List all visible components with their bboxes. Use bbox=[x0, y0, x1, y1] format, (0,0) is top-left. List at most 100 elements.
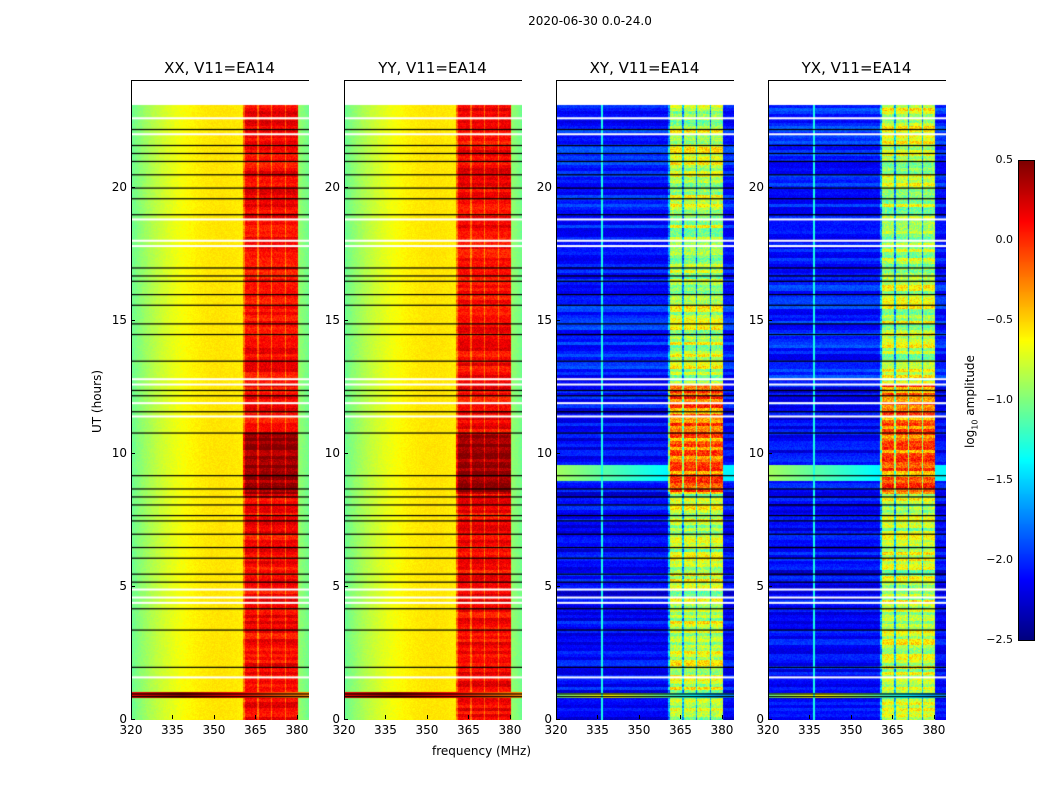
x-tick-label: 365 bbox=[457, 723, 480, 737]
y-tick-mark bbox=[344, 719, 348, 720]
y-tick-mark bbox=[131, 585, 135, 587]
heatmap-panel bbox=[556, 80, 734, 720]
y-tick-mark bbox=[131, 319, 135, 321]
x-tick-mark bbox=[255, 715, 257, 719]
y-tick-mark bbox=[344, 319, 348, 321]
y-tick-label: 0 bbox=[756, 712, 764, 726]
x-tick-label: 380 bbox=[922, 723, 946, 737]
y-tick-mark bbox=[344, 186, 348, 188]
x-tick-label: 350 bbox=[839, 723, 863, 737]
y-tick-mark bbox=[131, 452, 135, 454]
colorbar-tick-label: −2.5 bbox=[986, 633, 1013, 646]
colorbar bbox=[1018, 160, 1035, 641]
y-tick-label: 10 bbox=[111, 445, 127, 460]
y-tick-mark bbox=[556, 452, 560, 454]
y-tick-mark bbox=[556, 585, 560, 587]
y-tick-mark bbox=[131, 186, 135, 188]
y-tick-label: 15 bbox=[748, 312, 764, 327]
x-axis-label: frequency (MHz) bbox=[432, 744, 532, 758]
x-tick-label: 335 bbox=[374, 723, 397, 737]
colorbar-tick-label: −2.0 bbox=[986, 553, 1013, 566]
colorbar-tick-label: −1.5 bbox=[986, 473, 1013, 486]
panel-title: YY, V11=EA14 bbox=[378, 59, 487, 77]
y-tick-mark bbox=[768, 585, 772, 587]
y-tick-label: 5 bbox=[332, 578, 340, 593]
x-tick-mark bbox=[638, 715, 640, 719]
x-tick-label: 320 bbox=[332, 723, 356, 737]
y-tick-label: 15 bbox=[111, 312, 127, 327]
y-tick-label: 15 bbox=[536, 312, 552, 327]
y-tick-label: 10 bbox=[748, 445, 764, 460]
y-tick-mark bbox=[768, 452, 772, 454]
x-tick-mark bbox=[892, 715, 894, 719]
colorbar-tick-label: 0.0 bbox=[995, 233, 1014, 246]
x-tick-mark bbox=[344, 715, 345, 719]
x-tick-mark bbox=[131, 715, 132, 719]
y-axis-label: UT (hours) bbox=[90, 369, 104, 433]
x-tick-label: 380 bbox=[285, 723, 309, 737]
colorbar-tick-label: 0.5 bbox=[995, 153, 1014, 166]
y-tick-mark bbox=[556, 319, 560, 321]
heatmap-image bbox=[132, 81, 309, 720]
x-tick-label: 320 bbox=[119, 723, 143, 737]
y-tick-label: 20 bbox=[111, 179, 127, 194]
heatmap-panel bbox=[131, 80, 309, 720]
y-tick-label: 20 bbox=[536, 179, 552, 194]
x-tick-mark bbox=[509, 715, 511, 719]
x-tick-mark bbox=[385, 715, 387, 719]
x-tick-label: 335 bbox=[586, 723, 609, 737]
x-tick-mark bbox=[809, 715, 811, 719]
x-tick-label: 350 bbox=[627, 723, 651, 737]
x-tick-label: 335 bbox=[798, 723, 821, 737]
x-tick-mark bbox=[597, 715, 599, 719]
y-tick-mark bbox=[768, 319, 772, 321]
panel-title: YX, V11=EA14 bbox=[801, 59, 912, 77]
x-tick-label: 365 bbox=[244, 723, 267, 737]
x-tick-mark bbox=[468, 715, 470, 719]
x-tick-mark bbox=[213, 715, 215, 719]
figure-title: 2020-06-30 0.0-24.0 bbox=[528, 14, 652, 28]
y-tick-mark bbox=[768, 719, 772, 720]
y-tick-label: 0 bbox=[544, 712, 552, 726]
x-tick-mark bbox=[933, 715, 935, 719]
panel-title: XY, V11=EA14 bbox=[589, 59, 700, 77]
y-tick-label: 0 bbox=[332, 712, 340, 726]
x-tick-mark bbox=[721, 715, 723, 719]
x-tick-mark bbox=[426, 715, 428, 719]
x-tick-label: 380 bbox=[498, 723, 522, 737]
y-tick-label: 20 bbox=[324, 179, 340, 194]
x-tick-label: 365 bbox=[881, 723, 904, 737]
x-tick-mark bbox=[172, 715, 174, 719]
y-tick-label: 5 bbox=[119, 578, 127, 593]
y-tick-mark bbox=[131, 719, 135, 720]
y-tick-mark bbox=[344, 585, 348, 587]
x-tick-mark bbox=[296, 715, 298, 719]
x-tick-label: 365 bbox=[669, 723, 692, 737]
y-tick-mark bbox=[556, 186, 560, 188]
heatmap-image bbox=[557, 81, 734, 720]
panel-title: XX, V11=EA14 bbox=[164, 59, 275, 77]
x-tick-mark bbox=[556, 715, 557, 719]
y-tick-mark bbox=[344, 452, 348, 454]
y-tick-label: 15 bbox=[324, 312, 340, 327]
colorbar-label: log10 amplitude bbox=[963, 355, 980, 448]
y-tick-label: 0 bbox=[119, 712, 127, 726]
heatmap-panel bbox=[768, 80, 946, 720]
x-tick-label: 320 bbox=[544, 723, 568, 737]
y-tick-mark bbox=[556, 719, 560, 720]
y-tick-label: 10 bbox=[536, 445, 552, 460]
colorbar-tick-label: −0.5 bbox=[986, 313, 1013, 326]
x-tick-mark bbox=[768, 715, 769, 719]
heatmap-image bbox=[345, 81, 522, 720]
y-tick-label: 10 bbox=[324, 445, 340, 460]
x-tick-label: 350 bbox=[202, 723, 226, 737]
colorbar-tick-label: −1.0 bbox=[986, 393, 1013, 406]
x-tick-mark bbox=[850, 715, 852, 719]
heatmap-panel bbox=[344, 80, 522, 720]
y-tick-label: 5 bbox=[544, 578, 552, 593]
x-tick-label: 335 bbox=[161, 723, 184, 737]
x-tick-mark bbox=[680, 715, 682, 719]
heatmap-image bbox=[769, 81, 946, 720]
x-tick-label: 380 bbox=[710, 723, 734, 737]
x-tick-label: 320 bbox=[756, 723, 780, 737]
